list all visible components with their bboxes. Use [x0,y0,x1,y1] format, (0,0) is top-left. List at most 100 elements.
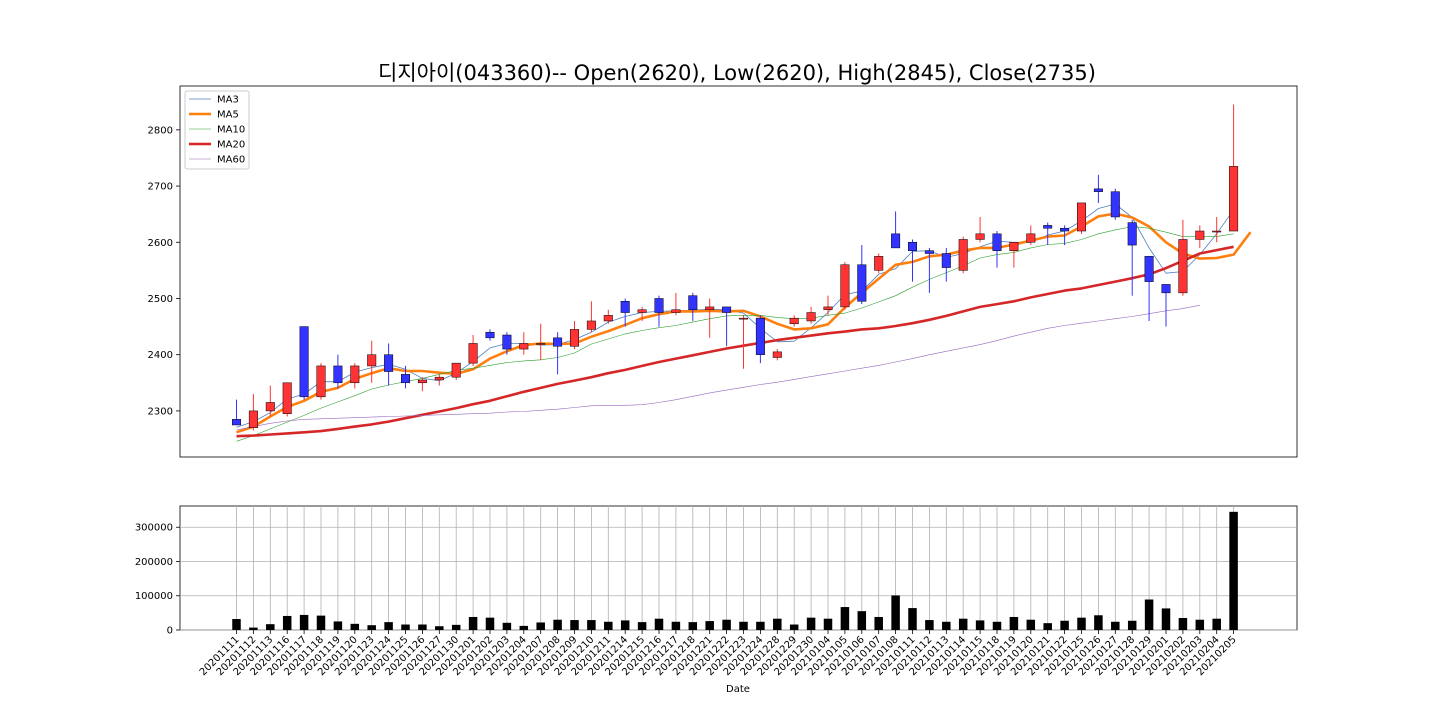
candle [282,382,292,417]
volume-bar [536,622,545,630]
volume-bar [1161,608,1171,630]
volume-bar [316,615,326,630]
date-axis: 2020111120201112202011132020111620201117… [198,630,1239,678]
volume-bar [367,625,376,630]
candle [789,315,799,327]
candle-body [688,295,698,310]
volume-bar [401,624,410,630]
volume-bar [553,619,562,630]
candle-body [1178,239,1188,294]
candle-body [654,298,664,313]
chart-title: 디지아이(043360)-- Open(2620), Low(2620), Hi… [378,61,1096,85]
candle [874,253,884,274]
volume-bar [688,622,698,630]
candle-body [806,312,816,322]
ma-line-ma60 [236,304,1200,431]
price-tick-label: 2500 [148,294,173,305]
candle [671,292,681,316]
legend-box [184,90,250,170]
candle-body [891,233,901,249]
candle-body [874,256,884,271]
candle [975,216,985,243]
volume-bar [1026,619,1036,630]
volume-bar [1111,621,1120,630]
volume-bar [874,616,883,630]
candle-body [823,306,833,310]
candle-body [265,402,275,412]
candle-body [1229,166,1239,232]
volume-bar [435,626,444,630]
candle-body [1195,230,1205,240]
candle-body [1127,222,1137,246]
candle [1009,242,1019,268]
candle [536,323,546,361]
volume-tick-label: 100000 [135,591,173,602]
candle-body [924,250,934,254]
candle-body [637,309,647,313]
volume-bar [857,611,867,630]
candle-body [705,306,715,310]
candle [401,365,410,389]
candle-body [941,253,951,268]
candle-body [232,419,241,426]
candle [857,245,867,305]
candle [367,340,377,383]
volume-bar [1060,620,1069,630]
candle [1127,219,1137,296]
candle [417,377,427,392]
candle [1212,216,1222,243]
candle [941,247,951,282]
price-plot-frame [179,85,1298,458]
candle [1026,225,1036,246]
candle-body [451,362,461,378]
candle-body [1077,202,1086,232]
candle [806,306,816,324]
candle-body [553,337,563,347]
candle-body [1060,227,1070,232]
candle [519,332,529,355]
candle-body [502,334,512,350]
volume-bar [942,621,951,630]
volume-bar [620,620,630,630]
volume-bar [705,621,714,630]
candle-body [1110,191,1120,218]
candle [891,211,901,249]
candle [553,332,563,375]
candle-body [908,242,917,251]
volume-bar [1212,618,1221,630]
volume-bar [1144,599,1154,630]
candle [1144,256,1154,321]
volume-bar [773,618,782,630]
volume-bar [451,624,461,630]
candle [620,298,630,327]
volume-bar [739,621,748,630]
candle-body [671,309,681,313]
candle [384,343,394,386]
candle [772,349,782,361]
candle-body [1026,233,1036,243]
candle-body [248,410,258,429]
candle-body [772,351,782,358]
candle-body [384,354,394,372]
candle [1195,225,1205,248]
candle-body [536,343,546,345]
x-axis-label: Date [726,684,750,695]
candle-body [857,264,867,302]
volume-axis: 0 100000 200000 300000 [135,523,180,637]
candle [350,363,360,389]
candle [265,385,275,417]
candle-body [417,379,427,384]
price-tick-label: 2700 [148,182,173,193]
candle-body [722,306,732,313]
candle [1043,222,1053,246]
price-panel [179,85,1298,458]
candle [654,295,664,327]
volume-bar [1077,617,1086,630]
volume-bar [333,621,343,630]
candle [1110,188,1120,220]
candle [992,231,1002,268]
volume-bar [908,608,917,630]
candle [823,295,833,316]
volume-bar [1127,620,1137,630]
candle-body [620,301,630,313]
